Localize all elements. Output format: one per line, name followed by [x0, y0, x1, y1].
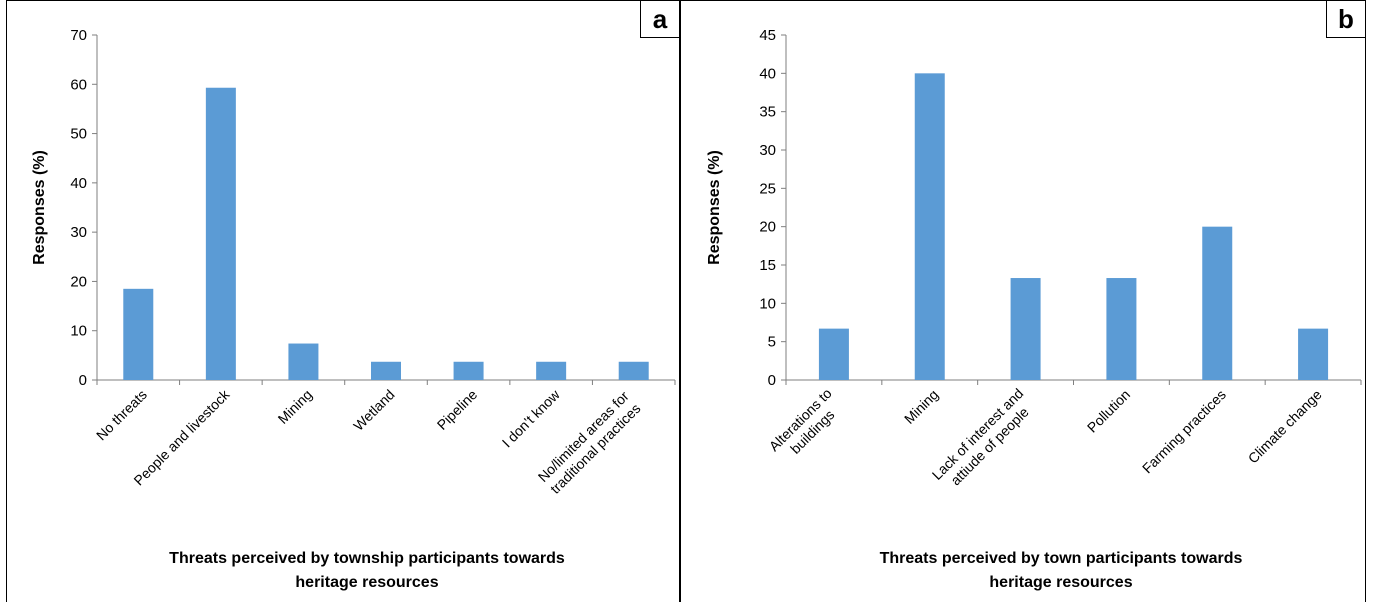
x-category-label-a-1: No threats	[93, 386, 150, 443]
x-category-label-b-5: Farming practices	[1139, 386, 1229, 476]
y-tick-label-a: 30	[70, 224, 87, 241]
y-tick-label-a: 70	[70, 27, 87, 44]
x-category-label-line: No threats	[93, 386, 150, 443]
chart-panel-b: b 0 5 10 15 20 25 30 35 40 45 Alterations to buildi…	[680, 0, 1366, 602]
bar-a-1	[123, 288, 154, 380]
x-axis-title-b-line-2: heritage resources	[989, 574, 1133, 591]
x-category-label-line: Mining	[275, 386, 315, 426]
panel-label-a: a	[640, 1, 679, 38]
y-axis-title-b: Responses (%)	[706, 150, 723, 265]
y-tick-label-a: 50	[70, 126, 87, 143]
y-tick-label-b: 20	[759, 219, 776, 236]
x-category-label-a-4: Wetland	[350, 386, 397, 433]
x-category-label-b-6: Climate change	[1245, 386, 1325, 466]
bar-chart-b: 0 5 10 15 20 25 30 35 40 45 Alterations tobuilding…	[706, 27, 1362, 488]
bar-b-1	[818, 328, 849, 380]
bar-a-5	[453, 361, 484, 380]
x-category-label-a-6: I don’t know	[499, 386, 564, 451]
x-category-label-line: Wetland	[350, 386, 397, 433]
y-axis-title-a: Responses (%)	[31, 150, 48, 265]
x-axis-title-b: Threats perceived by town participants t…	[761, 547, 1361, 595]
x-axis-title-a-line-2: heritage resources	[295, 574, 439, 591]
bar-b-2	[914, 73, 945, 380]
y-tick-label-a: 60	[70, 76, 87, 93]
x-category-label-line: Pollution	[1084, 386, 1133, 435]
x-axis-title-a-line-1: Threats perceived by township participan…	[169, 550, 565, 567]
bar-a-2	[205, 87, 236, 380]
x-category-label-line: I don’t know	[499, 386, 564, 451]
bar-a-6	[536, 361, 567, 380]
y-tick-label-a: 20	[70, 273, 87, 290]
y-tick-label-b: 40	[759, 65, 776, 82]
chart-panel-a: a 0 10 20 30 40 50 60 70 No threats People and li…	[6, 0, 680, 602]
y-tick-label-a: 40	[70, 175, 87, 192]
bar-a-4	[371, 361, 401, 380]
x-axis-title-a: Threats perceived by township participan…	[67, 547, 667, 595]
bar-b-5	[1202, 226, 1233, 380]
y-tick-label-a: 0	[79, 372, 87, 389]
x-category-label-b-4: Pollution	[1084, 386, 1133, 435]
y-tick-label-b: 25	[759, 180, 776, 197]
x-category-label-line: Climate change	[1245, 386, 1325, 466]
x-axis-title-b-line-1: Threats perceived by town participants t…	[879, 550, 1243, 567]
y-tick-label-b: 5	[768, 334, 776, 351]
panel-label-b: b	[1326, 1, 1365, 38]
bar-a-3	[288, 343, 319, 380]
y-tick-label-b: 0	[768, 372, 776, 389]
y-tick-label-b: 15	[759, 257, 776, 274]
bar-b-4	[1106, 278, 1137, 380]
x-category-label-a-3: Mining	[275, 386, 315, 426]
x-category-label-line: Mining	[901, 386, 941, 426]
y-tick-label-b: 45	[759, 27, 776, 44]
bar-b-6	[1298, 328, 1329, 380]
y-tick-label-a: 10	[70, 323, 87, 340]
x-category-label-line: Farming practices	[1139, 386, 1229, 476]
x-category-label-b-2: Mining	[901, 386, 941, 426]
x-category-label-a-5: Pipeline	[434, 386, 481, 433]
bar-a-7	[618, 361, 649, 380]
y-tick-label-b: 10	[759, 295, 776, 312]
x-category-label-line: Pipeline	[434, 386, 481, 433]
y-tick-label-b: 35	[759, 104, 776, 121]
y-tick-label-b: 30	[759, 142, 776, 159]
bar-b-3	[1010, 278, 1041, 380]
